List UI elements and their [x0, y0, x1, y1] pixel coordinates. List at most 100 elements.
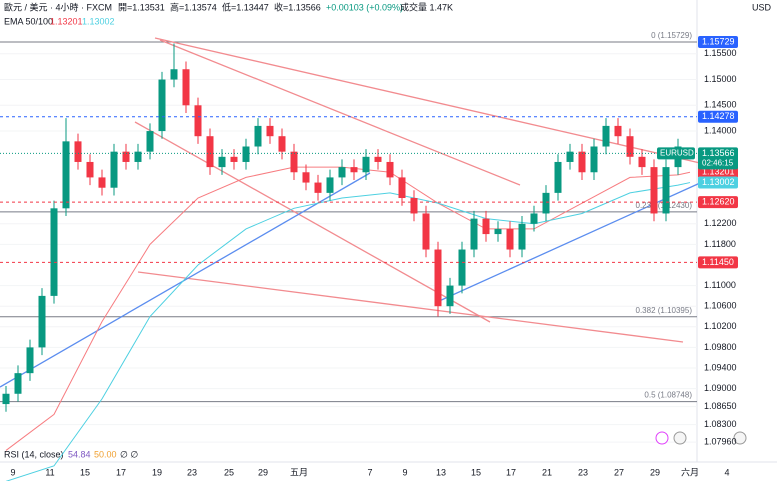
y-tick-label: 1.15000 — [704, 74, 737, 84]
candle-body — [194, 105, 202, 137]
candle-body — [578, 151, 586, 173]
price-label: 1.15729 — [702, 36, 735, 46]
candle-body — [566, 151, 574, 162]
event-icon[interactable] — [673, 431, 687, 445]
candle-body — [662, 167, 670, 214]
candle-body — [650, 167, 658, 214]
x-tick-label: 7 — [367, 467, 372, 477]
ema100-value: 1.13002 — [82, 16, 115, 26]
x-tick-label: 六月 — [681, 466, 699, 477]
candle-body — [254, 125, 262, 147]
candle-body — [602, 125, 610, 147]
x-tick-label: 23 — [578, 467, 588, 477]
change: +0.00103 (+0.09%) — [326, 2, 403, 12]
candle-body — [302, 172, 310, 183]
y-tick-label: 1.07960 — [704, 437, 737, 447]
x-tick-label: 13 — [436, 467, 446, 477]
ohlc-low: 低=1.13447 — [222, 1, 269, 12]
x-tick-label: 29 — [258, 467, 268, 477]
rsi-mid: 50.00 — [94, 449, 117, 459]
ohlc-open: 開=1.13531 — [118, 2, 165, 12]
trend-line — [134, 121, 491, 323]
candle-body — [158, 79, 166, 132]
candle-body — [182, 69, 190, 106]
fib-label: 0.382 (1.10395) — [636, 306, 693, 315]
y-tick-label: 1.15500 — [704, 48, 737, 58]
y-tick-label: 1.10200 — [704, 321, 737, 331]
x-tick-label: 17 — [506, 467, 516, 477]
candle-body — [218, 156, 226, 168]
candle-body — [326, 177, 334, 193]
candle-body — [530, 213, 538, 224]
y-tick-label: 1.09400 — [704, 362, 737, 372]
candle-body — [494, 228, 502, 235]
symbol: 歐元 / 美元 · 4小時 · FXCM — [4, 1, 112, 12]
y-tick-label: 1.10600 — [704, 301, 737, 311]
candle-body — [146, 131, 154, 152]
candle-body — [50, 208, 58, 296]
candle-body — [590, 146, 598, 173]
price-box — [698, 110, 738, 123]
candle-body — [38, 295, 46, 348]
price-label: 1.11450 — [702, 257, 734, 267]
candle-body — [446, 285, 454, 307]
rsi-extra: ∅ ∅ — [120, 449, 138, 459]
x-tick-label: 17 — [116, 467, 126, 477]
candle-body — [398, 177, 406, 199]
ema-label: EMA 50/100 — [4, 16, 53, 26]
currency: USD — [752, 2, 772, 12]
last-price-box — [698, 147, 738, 170]
candle-body — [266, 125, 274, 137]
rsi-label: RSI (14, close) — [4, 449, 64, 459]
candle-body — [626, 136, 634, 157]
y-tick-label: 1.08300 — [704, 419, 737, 429]
x-tick-label: 9 — [10, 467, 15, 477]
fib-label: 0 (1.15729) — [651, 31, 692, 40]
price-box — [698, 35, 738, 48]
candle-body — [422, 213, 430, 250]
candle-body — [362, 156, 370, 173]
ema-line — [5, 182, 691, 481]
candle-body — [110, 151, 118, 188]
symbol-label: EURUSD — [660, 149, 694, 158]
event-icon[interactable] — [733, 431, 747, 445]
ohlc-high: 高=1.13574 — [170, 1, 217, 12]
candle-body — [542, 192, 550, 214]
ema50-value: 1.13201 — [50, 16, 83, 26]
x-tick-label: 23 — [187, 467, 197, 477]
candle-body — [14, 373, 22, 394]
x-tick-label: 21 — [542, 467, 552, 477]
price-label: 1.14278 — [702, 111, 735, 121]
x-tick-label: 11 — [45, 467, 54, 477]
y-tick-label: 1.09000 — [704, 383, 737, 393]
countdown: 02:46:15 — [702, 159, 734, 168]
candle-body — [290, 151, 298, 173]
candle-body — [242, 146, 250, 162]
candle-body — [506, 228, 514, 250]
y-tick-label: 1.08650 — [704, 401, 737, 411]
x-tick-label: 27 — [614, 467, 624, 477]
y-tick-label: 1.09800 — [704, 342, 737, 352]
candle-body — [470, 218, 478, 250]
candle-body — [458, 249, 466, 286]
trend-line — [159, 39, 521, 186]
candle-body — [374, 156, 382, 162]
candle-body — [62, 141, 70, 209]
candle-body — [206, 136, 214, 168]
candle-body — [74, 141, 82, 162]
y-tick-label: 1.14500 — [704, 100, 737, 110]
x-tick-label: 4 — [724, 467, 729, 477]
x-tick-label: 19 — [152, 467, 162, 477]
last-price-label: 1.13566 — [702, 148, 735, 158]
candle-body — [410, 198, 418, 214]
event-icon[interactable] — [655, 431, 669, 445]
candle-body — [134, 151, 142, 162]
price-label: 1.12620 — [702, 197, 735, 207]
price-box — [698, 196, 738, 209]
candle-body — [170, 69, 178, 80]
candle-body — [86, 161, 94, 178]
symbol-box — [657, 147, 695, 160]
candle-body — [350, 167, 358, 173]
